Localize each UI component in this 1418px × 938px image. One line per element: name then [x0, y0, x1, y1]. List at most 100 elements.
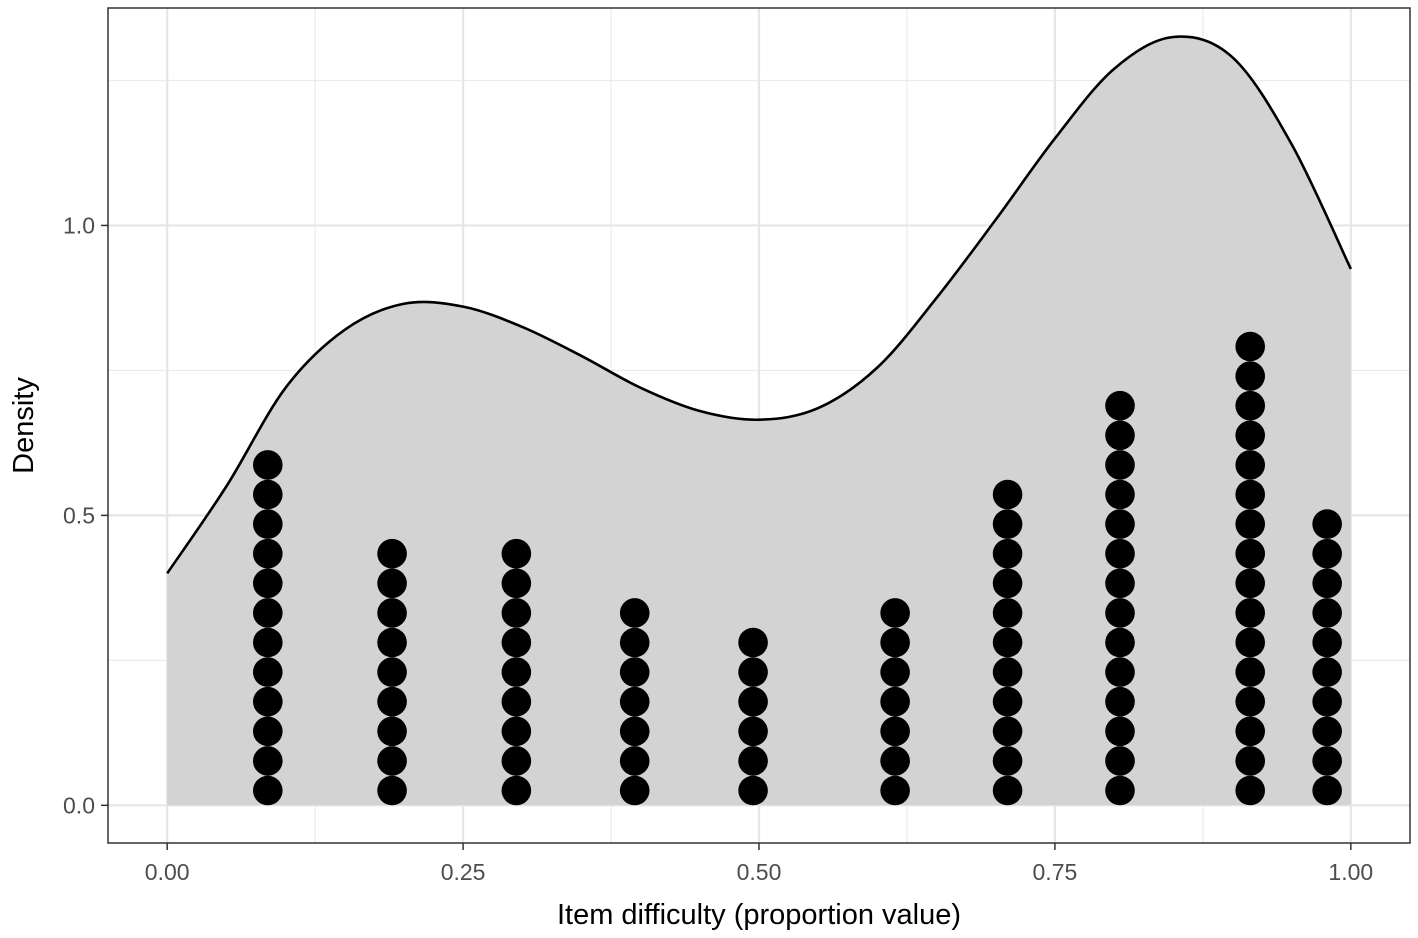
dot-point: [252, 450, 283, 480]
dot-point: [992, 509, 1023, 539]
density-curve: [166, 35, 1352, 575]
dot-point: [1235, 361, 1266, 391]
dot-point: [252, 775, 283, 806]
dot-point: [619, 657, 650, 687]
y-tick-label: 0.0: [63, 792, 95, 818]
dot-point: [1312, 568, 1342, 599]
dot-column: [252, 450, 283, 806]
dot-point: [738, 716, 768, 747]
x-tick-label: 0.00: [145, 859, 190, 885]
dot-point: [501, 775, 532, 806]
dot-point: [377, 775, 407, 806]
dot-point: [1312, 598, 1342, 628]
dot-point: [1105, 450, 1135, 480]
dot-column: [1235, 331, 1266, 806]
dot-point: [992, 716, 1023, 747]
dot-point: [1312, 657, 1342, 687]
dot-point: [252, 657, 283, 687]
dot-point: [501, 538, 532, 569]
dot-point: [377, 657, 407, 687]
dot-point: [1312, 627, 1342, 658]
dot-point: [992, 568, 1023, 599]
dot-point: [1312, 538, 1342, 569]
dot-point: [252, 746, 283, 776]
dot-point: [377, 716, 407, 747]
dot-columns: [252, 331, 1342, 806]
dot-point: [1235, 509, 1266, 539]
dot-point: [252, 598, 283, 628]
dot-point: [1105, 538, 1135, 569]
dot-point: [992, 598, 1023, 628]
dot-point: [619, 598, 650, 628]
dot-point: [252, 538, 283, 569]
dot-point: [619, 627, 650, 658]
x-tick-label: 1.00: [1328, 859, 1373, 885]
dot-point: [738, 627, 768, 658]
dot-point: [1235, 331, 1266, 362]
dot-point: [738, 746, 768, 776]
dot-point: [1235, 686, 1266, 717]
dot-column: [619, 598, 650, 806]
dot-point: [992, 657, 1023, 687]
dot-point: [252, 509, 283, 539]
dot-point: [992, 538, 1023, 569]
dot-point: [1235, 746, 1266, 776]
dot-point: [1105, 627, 1135, 658]
dot-point: [1235, 538, 1266, 569]
dot-point: [880, 657, 910, 687]
dot-point: [992, 746, 1023, 776]
dot-point: [1235, 598, 1266, 628]
dot-point: [252, 716, 283, 747]
dot-point: [1105, 598, 1135, 628]
dot-column: [992, 479, 1023, 806]
dot-point: [1105, 479, 1135, 510]
y-tick-label: 0.5: [63, 502, 95, 528]
dot-point: [992, 479, 1023, 510]
dot-point: [501, 716, 532, 747]
dot-point: [1312, 509, 1342, 539]
axis-ticks: 0.00 0.25 0.50 0.75 1.00 0.0 0.5 1.0: [63, 212, 1373, 885]
y-tick-label: 1.0: [63, 212, 95, 238]
dot-point: [1235, 390, 1266, 421]
dot-point: [880, 686, 910, 717]
dot-point: [619, 746, 650, 776]
dot-point: [1105, 686, 1135, 717]
dot-point: [377, 627, 407, 658]
dot-point: [1235, 479, 1266, 510]
dot-point: [992, 627, 1023, 658]
dot-point: [501, 568, 532, 599]
dot-point: [1235, 716, 1266, 747]
dot-column: [501, 538, 532, 806]
dot-point: [1235, 450, 1266, 480]
dot-point: [252, 479, 283, 510]
dot-point: [1105, 775, 1135, 806]
dot-point: [252, 627, 283, 658]
dot-point: [501, 746, 532, 776]
dot-point: [1235, 420, 1266, 451]
dot-point: [377, 538, 407, 569]
dot-point: [1312, 775, 1342, 806]
dot-column: [1105, 390, 1135, 806]
dot-column: [377, 538, 407, 806]
dot-point: [501, 627, 532, 658]
dot-point: [619, 686, 650, 717]
dot-column: [1312, 509, 1342, 806]
dot-point: [1105, 568, 1135, 599]
dot-point: [1235, 775, 1266, 806]
dot-column: [880, 598, 910, 806]
dot-point: [501, 657, 532, 687]
dot-point: [377, 568, 407, 599]
dot-point: [738, 657, 768, 687]
dot-point: [738, 686, 768, 717]
dot-point: [1105, 657, 1135, 687]
dot-point: [1312, 746, 1342, 776]
dot-point: [252, 568, 283, 599]
dot-point: [619, 775, 650, 806]
y-axis-title: Density: [8, 377, 40, 474]
dot-point: [1312, 716, 1342, 747]
dot-point: [377, 746, 407, 776]
dot-point: [501, 598, 532, 628]
dot-point: [738, 775, 768, 806]
dot-point: [619, 716, 650, 747]
